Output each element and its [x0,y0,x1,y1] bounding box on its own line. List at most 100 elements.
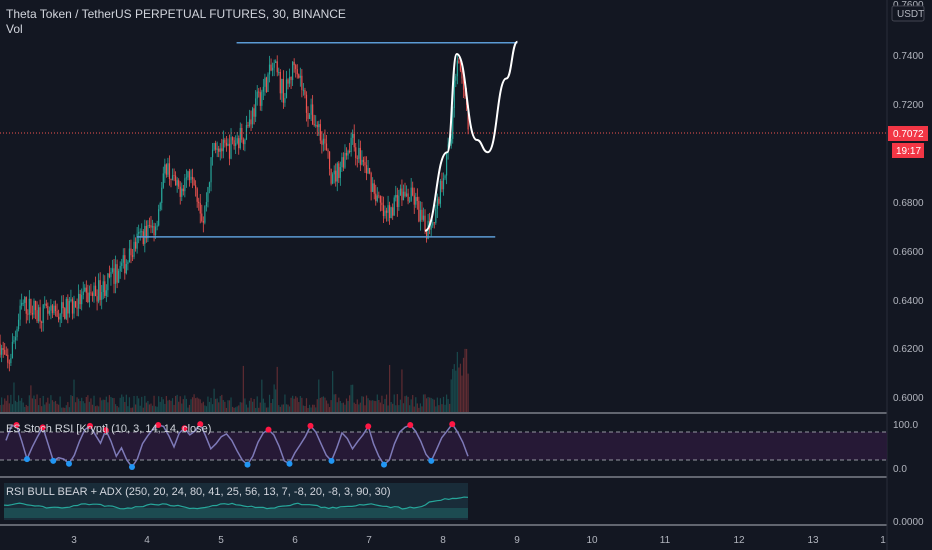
volume-bar [151,405,154,412]
volume-bar [239,402,241,412]
volume-bar [259,402,261,412]
volume-bar [176,394,178,412]
candle-body [181,188,183,197]
candle-body [464,89,466,97]
stoch-oversold-dot [66,460,72,467]
candle-body [88,292,90,303]
volume-bar [74,402,77,412]
volume-bar [64,407,66,412]
volume-bar [59,396,61,412]
candle-body [258,91,260,93]
candle-body [389,205,391,219]
candle-body [170,178,172,180]
volume-bar [104,399,106,412]
candle-body [7,354,9,363]
volume-bar [328,407,331,412]
candle-body [58,316,60,320]
candle-body [59,313,61,320]
candle-body [222,139,224,152]
volume-bar [53,401,55,412]
volume-bar [190,399,192,412]
volume-bar [91,404,94,412]
volume-bar [398,405,400,412]
candle-body [116,264,118,283]
volume-bar [321,397,323,412]
countdown-badge-bg [892,143,924,158]
volume-bar [193,394,195,412]
candle-body [31,312,34,315]
candle-body [188,171,191,181]
candle-body [462,78,465,90]
candle-body [21,302,23,306]
volume-bar [178,401,180,412]
volume-bar [98,406,100,412]
candle-body [33,300,35,315]
price-tick: 0.7200 [893,100,924,111]
candle-body [182,188,184,192]
candle-body [96,296,98,302]
volume-bar [51,400,54,412]
volume-bar [450,379,452,412]
candle-body [353,133,355,148]
volume-bar [13,382,15,412]
rsi-adx-label[interactable]: RSI BULL BEAR + ADX (250, 20, 24, 80, 41… [6,486,391,498]
volume-bar [390,401,392,412]
volume-bar [27,406,29,412]
volume-bar [34,399,37,412]
volume-bar [37,405,40,412]
volume-bar [421,406,423,412]
volume-bar [107,402,109,412]
candle-body [36,310,38,322]
volume-bar [156,406,158,412]
candle-body [461,70,463,79]
volume-bar [150,403,152,412]
candle-body [298,74,300,78]
volume-bar [296,397,298,412]
projection-drawing[interactable] [424,40,519,232]
candle-body [91,293,94,296]
candle-body [27,313,29,315]
volume-bar [122,396,124,412]
volume-bar [153,395,155,412]
volume-bar [372,400,374,412]
volume-bar [344,404,346,412]
candle-body [251,108,254,125]
volume-bar [33,395,35,412]
candle-body [56,311,58,317]
volume-bar [404,396,406,412]
candle-body [419,209,422,222]
volume-bar [225,407,228,412]
volume-bar [341,403,343,412]
volume-bar [418,407,420,412]
candle-body [185,177,187,179]
candle-body [296,69,298,75]
volume-bar [282,404,284,412]
candle-body [272,67,274,71]
volume-bar [179,396,181,412]
candle-body [94,285,97,297]
candle-body [307,112,309,119]
trendlines[interactable] [136,40,519,238]
volume-bar [67,402,69,412]
candle-body [141,231,143,233]
candle-body [424,215,426,232]
currency-badge-bg[interactable] [891,5,925,22]
volume-bar [82,401,84,412]
volume-bar [244,398,246,412]
volume-bar [307,407,309,412]
currency-badge[interactable]: USDT [897,9,924,20]
volume-bar [275,389,277,412]
candle-body [195,185,197,189]
candle-body [405,193,408,197]
stoch-oversold-dot [286,460,293,467]
candle-body [125,264,127,274]
volume-label: Vol [6,22,23,36]
candle-body [213,142,215,150]
candle-body [2,348,4,350]
stoch-rsi-label[interactable]: ES Stoch RSI [Krypt] (10, 3, 14, 14, clo… [6,423,212,435]
volume-bar [442,396,445,412]
volume-bar [202,401,204,412]
volume-bar [304,406,306,412]
volume-bar [369,400,371,412]
